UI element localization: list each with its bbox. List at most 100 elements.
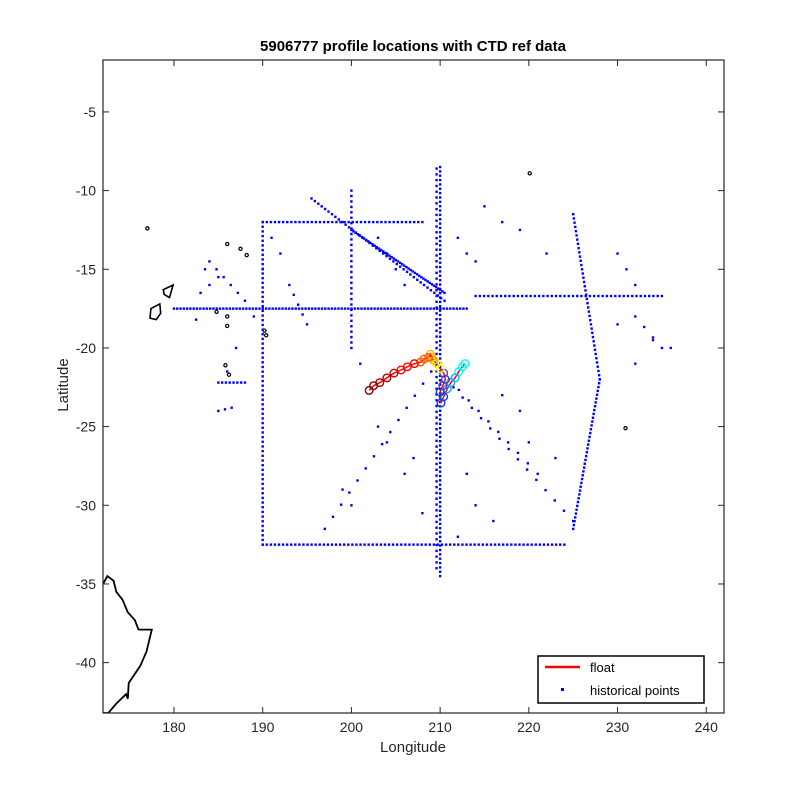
historical-point	[185, 307, 189, 310]
historical-point	[588, 294, 592, 298]
historical-point	[222, 275, 225, 279]
historical-point	[234, 346, 238, 350]
historical-point	[457, 388, 461, 392]
historical-point	[404, 220, 408, 224]
historical-point	[438, 309, 442, 312]
historical-point	[586, 443, 590, 446]
historical-point	[435, 248, 438, 251]
historical-point	[593, 405, 597, 408]
historical-point	[435, 468, 438, 471]
historical-point	[639, 294, 642, 298]
historical-point	[435, 329, 438, 332]
historical-point	[337, 218, 340, 221]
historical-point	[438, 235, 442, 238]
plot-background	[103, 60, 724, 713]
historical-point	[381, 250, 385, 253]
historical-point	[220, 381, 224, 384]
historical-point	[438, 505, 442, 508]
historical-point	[231, 307, 235, 310]
historical-point	[585, 451, 589, 454]
historical-point	[203, 268, 207, 271]
historical-point	[261, 454, 264, 458]
historical-point	[261, 290, 264, 294]
historical-point	[212, 307, 215, 310]
historical-point	[330, 213, 334, 216]
historical-point	[429, 289, 433, 292]
historical-point	[354, 231, 358, 234]
historical-point	[292, 293, 295, 297]
historical-point	[592, 340, 595, 343]
historical-point	[591, 420, 594, 423]
x-tick-label: 230	[606, 719, 630, 735]
historical-point	[261, 230, 264, 233]
historical-point	[274, 307, 278, 310]
historical-point	[534, 543, 537, 546]
historical-point	[261, 459, 264, 462]
float-point	[369, 381, 379, 391]
historical-point	[438, 322, 442, 325]
historical-point	[516, 451, 520, 455]
historical-point	[261, 440, 264, 443]
historical-point	[438, 226, 442, 230]
historical-point	[326, 543, 330, 546]
historical-point	[501, 543, 505, 546]
historical-point	[438, 257, 442, 260]
historical-point	[351, 220, 354, 224]
historical-point	[635, 294, 638, 298]
historical-point	[435, 173, 438, 176]
historical-point	[331, 515, 335, 518]
historical-point	[439, 296, 443, 300]
historical-point	[593, 344, 596, 347]
historical-point	[318, 543, 321, 546]
historical-point	[542, 294, 545, 298]
historical-point	[589, 431, 592, 435]
historical-point	[243, 381, 247, 384]
historical-point	[438, 409, 442, 412]
historical-point	[252, 315, 256, 318]
historical-point	[438, 483, 442, 486]
historical-point	[435, 543, 438, 547]
historical-point	[405, 270, 409, 274]
historical-point	[330, 307, 334, 310]
historical-point	[576, 242, 580, 246]
historical-point	[435, 399, 438, 402]
historical-point	[522, 543, 525, 546]
historical-point	[261, 244, 264, 247]
historical-point	[651, 338, 655, 342]
historical-point	[435, 283, 438, 286]
historical-point	[286, 220, 289, 224]
historical-point	[261, 337, 264, 341]
historical-point	[422, 307, 426, 310]
historical-point	[413, 271, 417, 275]
historical-point	[438, 165, 442, 169]
historical-point	[298, 220, 301, 224]
historical-point	[229, 283, 232, 287]
historical-point	[595, 397, 598, 400]
x-tick-label: 240	[695, 719, 719, 735]
historical-point	[501, 393, 504, 397]
historical-point	[386, 307, 389, 310]
historical-point	[350, 276, 353, 279]
historical-point	[350, 281, 353, 285]
historical-point	[383, 307, 386, 310]
historical-point	[590, 424, 593, 427]
historical-point	[258, 307, 261, 310]
historical-point	[438, 492, 442, 495]
historical-point	[435, 549, 438, 553]
historical-point	[438, 265, 442, 269]
historical-point	[586, 301, 589, 305]
historical-point	[438, 487, 442, 491]
historical-point	[261, 543, 264, 546]
historical-point	[261, 268, 264, 271]
historical-point	[367, 543, 370, 546]
legend-historical-marker	[561, 688, 564, 691]
historical-point	[261, 445, 264, 448]
historical-point	[438, 231, 442, 234]
historical-point	[625, 268, 628, 271]
historical-point	[350, 221, 353, 225]
historical-point	[495, 294, 498, 298]
historical-point	[261, 477, 264, 481]
historical-point	[579, 259, 582, 263]
historical-point	[618, 294, 621, 298]
historical-point	[385, 441, 389, 444]
